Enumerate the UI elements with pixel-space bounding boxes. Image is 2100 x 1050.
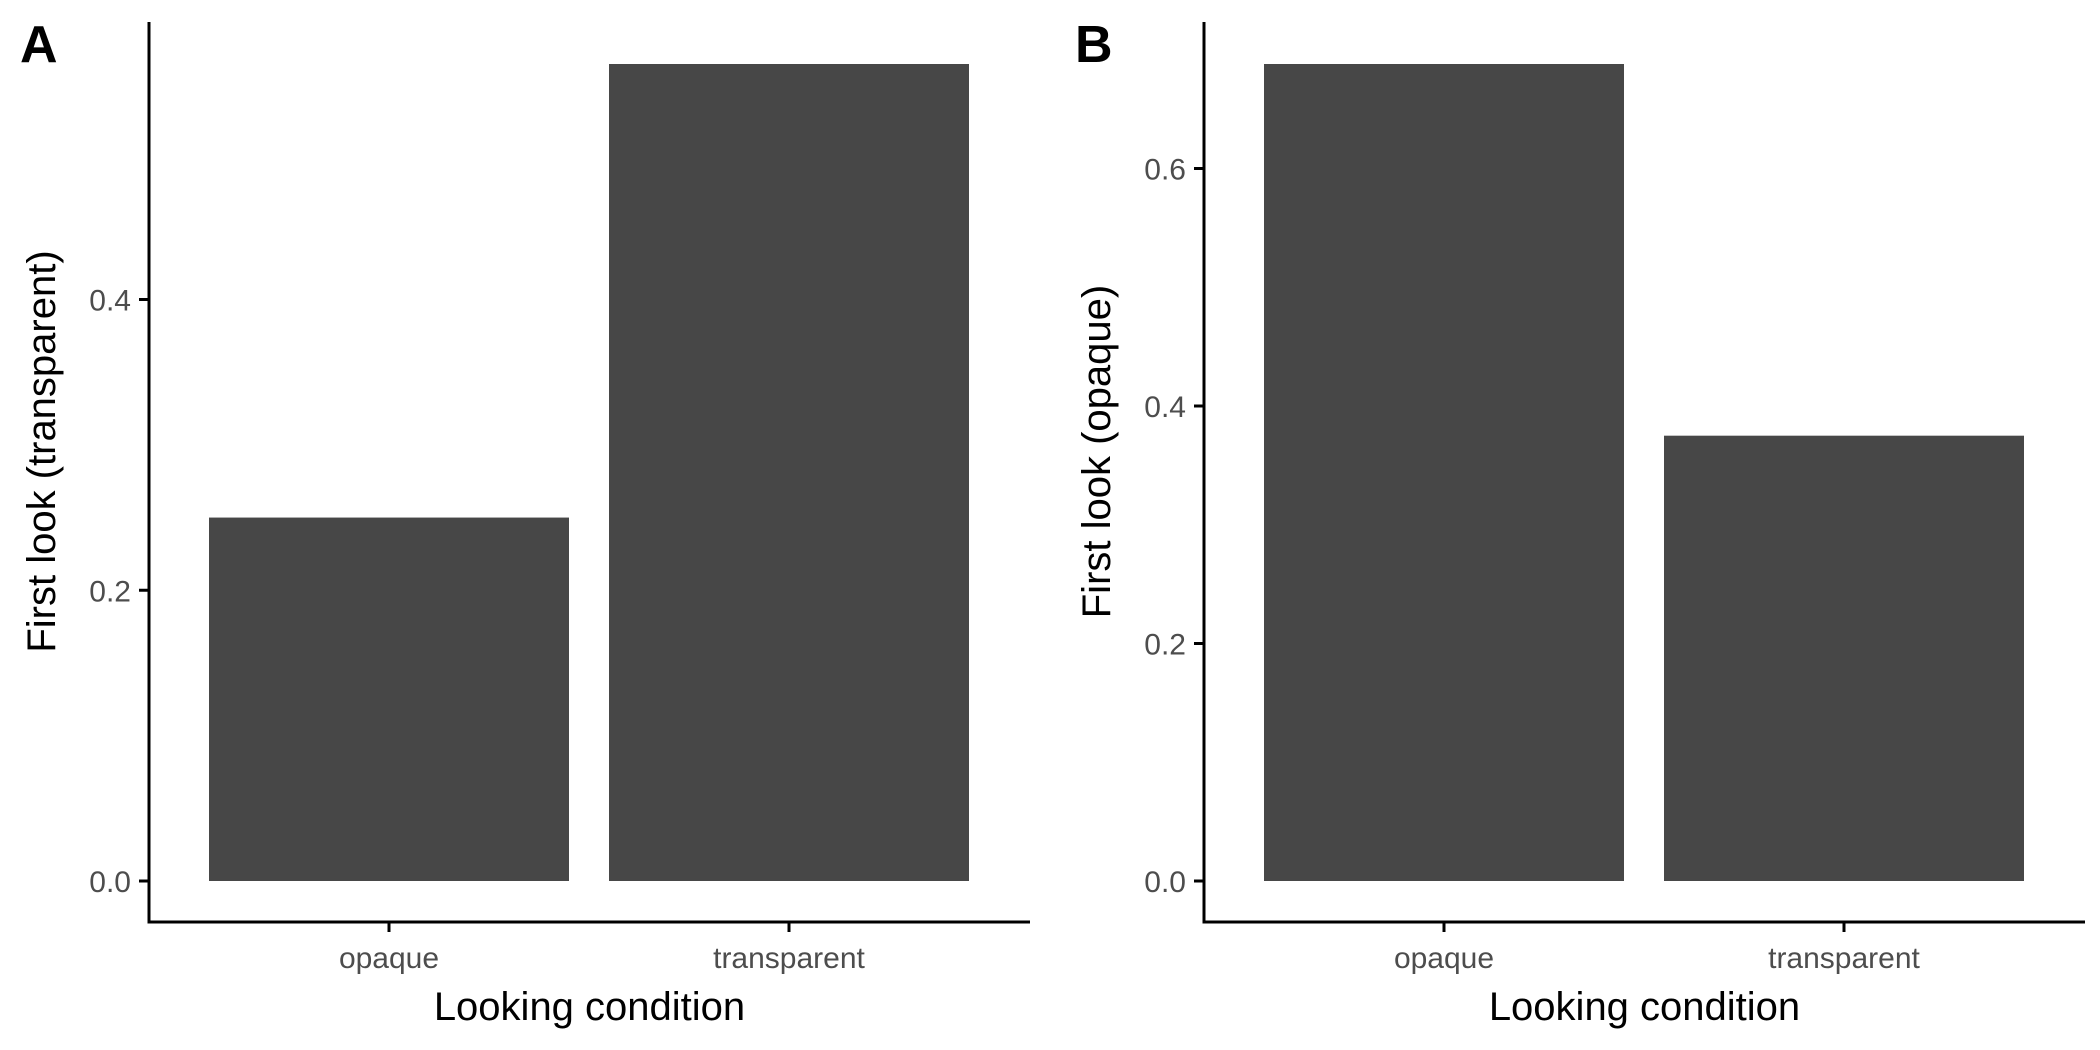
x-tick-label: transparent — [1768, 942, 1920, 975]
x-tick-label: opaque — [339, 942, 439, 975]
bar-opaque — [1264, 64, 1624, 881]
x-axis-title: Looking condition — [434, 985, 745, 1029]
y-tick-label: 0.2 — [1144, 629, 1186, 662]
x-tick-label: transparent — [713, 942, 865, 975]
y-axis-title: First look (opaque) — [1075, 285, 1119, 618]
y-tick-label: 0.4 — [1144, 391, 1186, 424]
bar-transparent — [609, 64, 969, 881]
bar-transparent — [1664, 435, 2024, 881]
x-tick-label: opaque — [1394, 942, 1494, 975]
panel-b: opaque transparent 0.0 0.2 0.4 0.6 B Looking co… — [1075, 16, 2085, 1029]
y-axis-title: First look (transparent) — [20, 250, 64, 652]
bar-opaque — [209, 517, 569, 881]
y-tick-label: 0.4 — [89, 285, 131, 318]
y-tick-label: 0.0 — [89, 866, 131, 899]
x-axis-title: Looking condition — [1489, 985, 1800, 1029]
panel-a: opaque transparent 0.0 0.2 0.4 A Looking condi… — [20, 16, 1030, 1029]
y-tick-label: 0.2 — [89, 575, 131, 608]
panel-label: B — [1075, 16, 1113, 74]
panel-label: A — [20, 16, 58, 74]
y-tick-label: 0.0 — [1144, 866, 1186, 899]
y-tick-label: 0.6 — [1144, 154, 1186, 187]
